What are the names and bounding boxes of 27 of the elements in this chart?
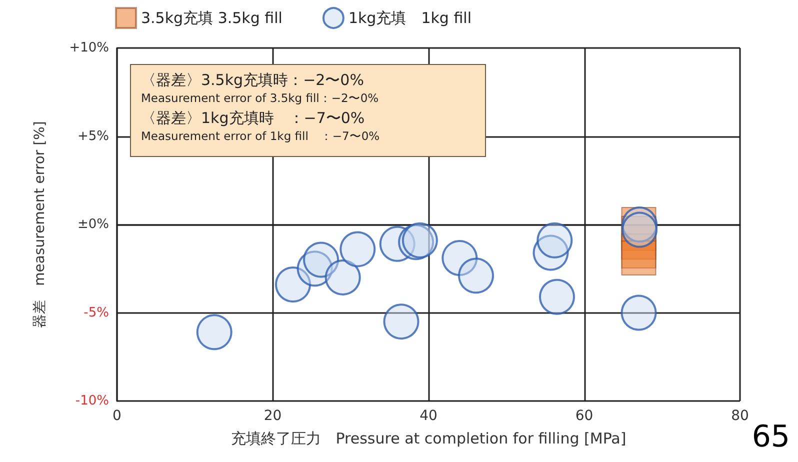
x-axis-title: 充填終了圧力 Pressure at completion for filling [MPa] <box>230 430 626 448</box>
point <box>458 258 494 294</box>
y-tick-label: -5% <box>84 305 109 320</box>
y-axis-title: 器差 measurement error [%] <box>32 121 48 328</box>
annotation: 〈器差〉1kg充填時 ：−7〜0% <box>141 109 366 129</box>
point <box>620 294 657 331</box>
x-tick-label: 20 <box>264 408 282 424</box>
legend-label: 1kg充填 1kg fill <box>348 9 472 27</box>
point <box>340 231 376 268</box>
x-tick-label: 40 <box>420 408 438 424</box>
y-tick-label: +5% <box>77 128 109 144</box>
annotation: Measurement error of 1kg fill ：−7〜0% <box>141 128 381 144</box>
annotation: 〈器差〉3.5kg充填時：−2〜0% <box>141 71 365 90</box>
x-tick-label: 0 <box>112 408 122 424</box>
point <box>196 314 232 350</box>
y-tick-label: ±0% <box>77 217 109 232</box>
point <box>324 259 361 296</box>
y-tick-label: +10% <box>69 40 109 56</box>
legend-label: 3.5kg充填 3.5kg fill <box>141 9 282 27</box>
x-tick-label: 80 <box>731 408 749 424</box>
text: 65 <box>752 420 790 454</box>
point <box>383 304 420 340</box>
annotation: Measurement error of 3.5kg fill：−2〜0% <box>141 90 380 106</box>
x-tick-label: 60 <box>575 408 594 424</box>
point <box>536 222 573 258</box>
point <box>539 278 575 315</box>
y-tick-label: -10% <box>75 394 109 408</box>
